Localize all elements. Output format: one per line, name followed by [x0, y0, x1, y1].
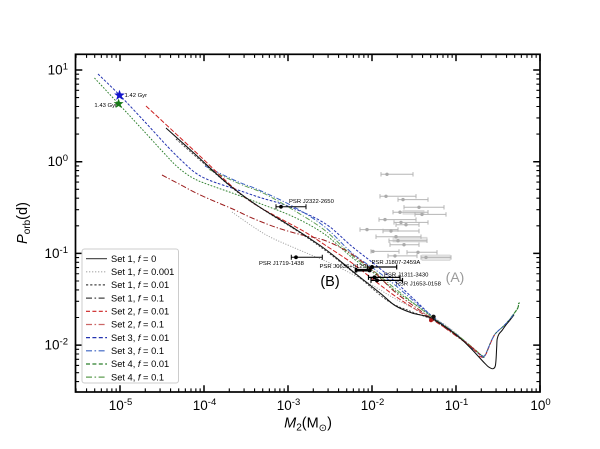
svg-text:M2(M⊙): M2(M⊙)	[284, 416, 332, 435]
svg-text:Set 4, f = 0.01: Set 4, f = 0.01	[111, 359, 169, 369]
svg-text:(B): (B)	[320, 274, 339, 290]
svg-text:PSR J1311-3430: PSR J1311-3430	[384, 272, 429, 278]
svg-text:(A): (A)	[446, 269, 465, 285]
svg-text:Set 1, f = 0.01: Set 1, f = 0.01	[111, 280, 169, 290]
svg-text:Set 2, f = 0.01: Set 2, f = 0.01	[111, 307, 169, 317]
svg-text:Set 1, f = 0: Set 1, f = 0	[111, 254, 156, 264]
svg-text:PSR J1807-2459A: PSR J1807-2459A	[372, 260, 421, 266]
svg-text:1.42 Gyr: 1.42 Gyr	[125, 93, 148, 99]
svg-text:Porb(d): Porb(d)	[15, 202, 33, 244]
svg-text:Set 2, f = 0.1: Set 2, f = 0.1	[111, 320, 164, 330]
svg-text:1.43 Gyr: 1.43 Gyr	[94, 103, 117, 109]
svg-text:Set 1, f = 0.001: Set 1, f = 0.001	[111, 267, 174, 277]
svg-text:Set 4, f = 0.1: Set 4, f = 0.1	[111, 372, 164, 382]
svg-text:PSR J1719-1438: PSR J1719-1438	[259, 261, 305, 267]
svg-text:Set 3, f = 0.01: Set 3, f = 0.01	[111, 333, 169, 343]
svg-text:Set 1, f = 0.1: Set 1, f = 0.1	[111, 293, 164, 303]
svg-text:PSR J1653-0158: PSR J1653-0158	[396, 281, 442, 287]
svg-text:Set 3, f = 0.1: Set 3, f = 0.1	[111, 346, 164, 356]
svg-text:PSR J0636+5129: PSR J0636+5129	[320, 264, 366, 270]
svg-text:PSR J2322-2650: PSR J2322-2650	[289, 199, 335, 205]
